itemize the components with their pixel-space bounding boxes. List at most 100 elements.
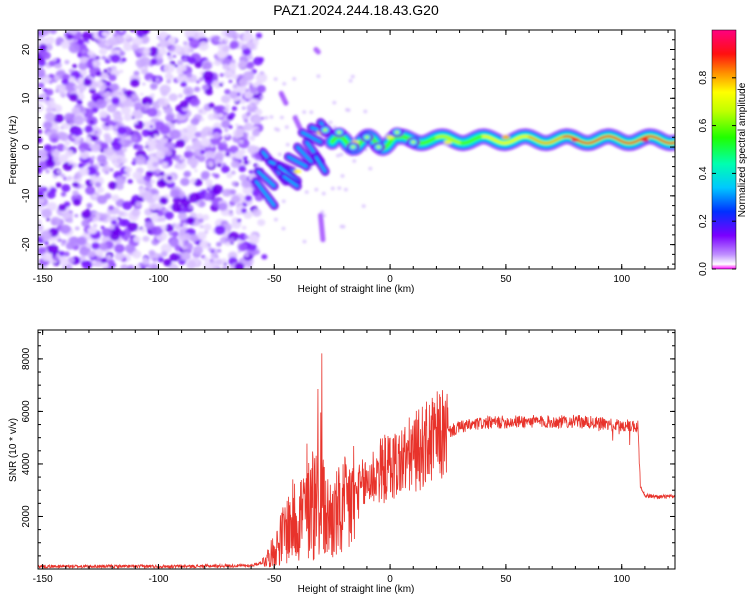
noise-blob (133, 70, 140, 76)
noise-blob (65, 149, 74, 158)
noise-blob (204, 245, 208, 249)
noise-blob (229, 112, 236, 118)
noise-blob (180, 251, 191, 261)
noise-blob (72, 115, 85, 126)
snr-ylabel: SNR (10 * v/v) (8, 418, 19, 482)
noise-blob (155, 149, 166, 159)
noise-blob (175, 139, 186, 148)
noise-blob (95, 261, 103, 268)
noise-blob (204, 150, 215, 160)
noise-blob (252, 129, 260, 137)
noise-blob (183, 152, 190, 158)
noise-blob (169, 129, 181, 140)
noise-blob (89, 120, 95, 124)
noise-blob (177, 212, 188, 221)
snr-plot-area (38, 330, 675, 569)
spectral-streak (318, 212, 326, 243)
chart-title: PAZ1.2024.244.18.43.G20 (273, 2, 439, 18)
noise-blob (142, 99, 147, 104)
noise-blob (96, 154, 107, 164)
noise-blob (160, 243, 172, 254)
noise-blob (281, 199, 286, 204)
noise-blob (134, 155, 146, 165)
noise-blob (140, 68, 149, 75)
noise-blob (336, 153, 341, 158)
noise-blob (177, 93, 184, 98)
noise-blob (158, 39, 169, 48)
noise-blob (203, 256, 209, 262)
noise-blob (341, 224, 346, 229)
noise-blob (221, 120, 231, 129)
noise-blob (229, 40, 240, 49)
spectral-streak-core (315, 156, 326, 173)
noise-blob (223, 70, 233, 78)
noise-blob (46, 217, 50, 222)
noise-blob (196, 231, 207, 241)
noise-blob (106, 56, 112, 61)
noise-blob (131, 196, 137, 201)
noise-blob (46, 190, 56, 199)
noise-blob (76, 236, 87, 246)
noise-blob (96, 186, 105, 194)
noise-blob (74, 226, 80, 231)
noise-blob (249, 86, 258, 94)
spectral-blob-core (351, 145, 356, 149)
noise-blob (328, 120, 333, 125)
spectral-streak (313, 47, 321, 55)
noise-blob (130, 78, 140, 88)
noise-blob (228, 79, 233, 84)
noise-blob (140, 227, 147, 233)
noise-blob (103, 132, 111, 139)
noise-blob (167, 36, 176, 44)
noise-blob (62, 146, 69, 151)
noise-blob (151, 226, 163, 236)
noise-blob (45, 169, 50, 174)
y-tick-label: 4000 (21, 452, 32, 475)
noise-blob (49, 30, 57, 35)
noise-blob (95, 256, 102, 262)
noise-blob (50, 216, 61, 226)
noise-blob (130, 30, 135, 33)
noise-blob (234, 262, 245, 269)
noise-blob (144, 103, 151, 110)
noise-blob (160, 250, 168, 257)
noise-blob (142, 82, 146, 86)
noise-blob (38, 82, 45, 89)
noise-blob (186, 216, 196, 225)
noise-blob (103, 69, 108, 73)
noise-blob (196, 213, 203, 219)
noise-blob (222, 46, 230, 53)
noise-blob (69, 122, 74, 127)
noise-blob (194, 131, 202, 138)
noise-blob (101, 166, 110, 174)
noise-blob (350, 74, 355, 79)
noise-blob (251, 189, 260, 197)
noise-blob (261, 254, 268, 260)
noise-blob (72, 198, 81, 206)
noise-blob (108, 125, 115, 131)
noise-blob (230, 170, 236, 175)
noise-blob (186, 132, 195, 140)
noise-blob (186, 260, 196, 269)
noise-blob (143, 121, 151, 128)
y-tick-label: 2000 (21, 505, 32, 528)
noise-blob (260, 116, 265, 121)
noise-blob (112, 33, 118, 38)
noise-blob (302, 110, 307, 114)
noise-blob (174, 224, 182, 231)
x-tick-label: -100 (148, 274, 168, 285)
noise-blob (188, 38, 201, 49)
noise-blob (115, 182, 124, 190)
spectral-band-core (528, 135, 565, 145)
noise-blob (71, 134, 77, 139)
x-tick-label: 0 (387, 274, 393, 285)
noise-blob (222, 140, 227, 144)
x-tick-label: -150 (33, 274, 53, 285)
noise-blob (63, 251, 70, 257)
noise-blob (45, 131, 52, 137)
noise-blob (237, 249, 242, 254)
noise-blob (180, 177, 190, 187)
noise-blob (200, 117, 205, 122)
